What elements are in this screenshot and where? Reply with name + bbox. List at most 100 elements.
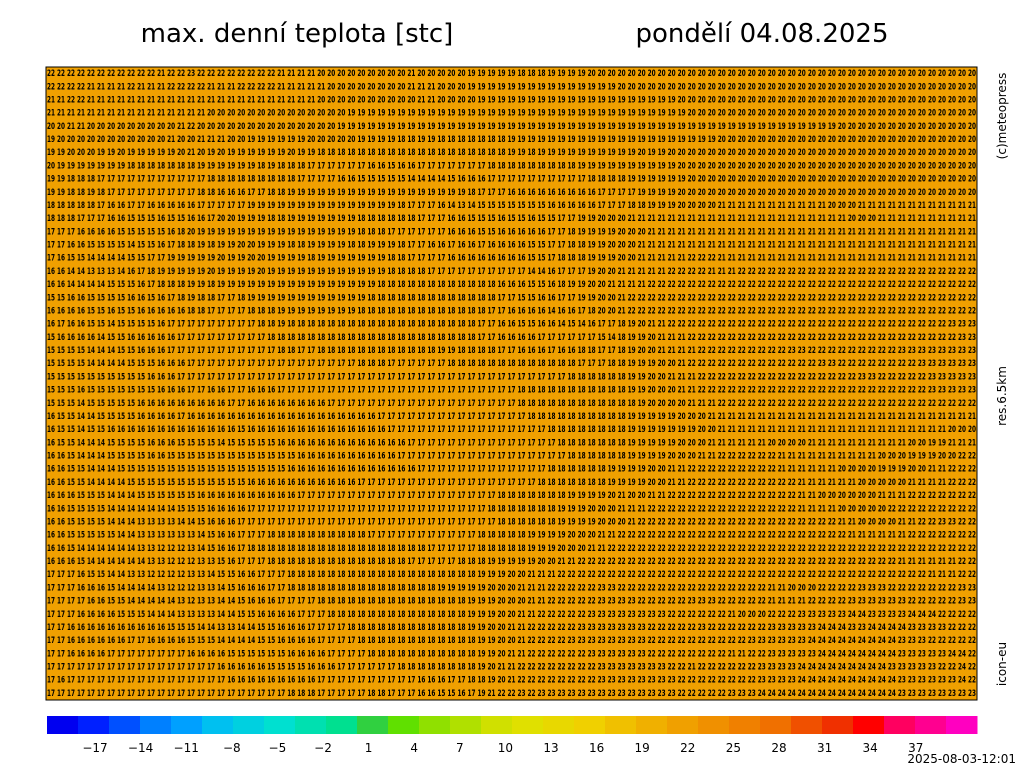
colorbar-label: −11 (174, 741, 199, 755)
temperature-row: 16 16 14 14 13 13 13 14 16 17 18 19 19 1… (47, 267, 976, 277)
colorbar-label: 13 (543, 741, 558, 755)
temperature-row: 16 15 15 14 14 14 15 15 15 15 16 16 16 1… (47, 438, 976, 448)
temperature-row: 16 16 16 15 15 15 14 14 14 15 15 15 15 1… (47, 491, 976, 501)
colorbar-swatch (822, 716, 854, 734)
temperature-row: 17 17 16 16 16 16 16 16 16 16 16 16 15 1… (47, 623, 976, 633)
temperature-row: 16 16 16 16 15 15 16 15 15 16 16 16 16 1… (47, 306, 976, 316)
temperature-row: 17 17 17 17 17 17 17 17 17 17 17 17 17 1… (47, 689, 976, 699)
temperature-row: 15 16 16 16 16 14 15 15 16 16 16 16 16 1… (47, 333, 976, 343)
temperature-row: 15 15 15 15 14 14 14 15 15 16 16 16 17 1… (47, 346, 976, 356)
colorbar: −17 −14 −11 −8 −5 −2 1 4 7 10 13 16 19 22 25 28 31 34 37 (47, 716, 978, 755)
temperature-row: 15 15 16 16 15 15 15 15 16 16 15 16 17 1… (47, 293, 976, 303)
temperature-row: 17 17 17 16 16 16 16 15 15 15 15 15 16 1… (47, 227, 976, 237)
map-date: pondělí 04.08.2025 (636, 19, 889, 49)
temperature-row: 16 16 15 14 14 14 15 15 15 15 16 16 15 1… (47, 452, 976, 462)
colorbar-swatch (915, 716, 947, 734)
colorbar-swatch (450, 716, 482, 734)
temperature-row: 15 15 15 15 14 14 14 14 15 15 15 16 16 1… (47, 359, 976, 369)
colorbar-label: −2 (314, 741, 332, 755)
map-background (46, 67, 977, 700)
colorbar-label: 25 (726, 741, 741, 755)
temperature-row: 17 17 16 16 16 16 17 17 17 17 17 17 17 1… (47, 649, 976, 659)
colorbar-label: 37 (908, 741, 923, 755)
temperature-row: 17 17 17 17 16 16 15 15 14 14 14 14 14 1… (47, 597, 976, 607)
model-name: icon-eu (995, 642, 1009, 686)
temperature-row: 22 22 22 22 21 21 21 21 22 21 21 21 22 2… (47, 82, 976, 92)
temperature-row: 16 17 16 16 15 15 14 15 15 15 15 16 17 1… (47, 320, 976, 330)
temperature-row: 16 16 15 14 14 14 14 14 14 13 13 12 12 1… (47, 544, 976, 554)
colorbar-swatch (543, 716, 575, 734)
colorbar-swatch (636, 716, 668, 734)
temperature-row: 16 16 15 15 15 15 15 14 14 13 13 13 13 1… (47, 531, 976, 541)
colorbar-swatch (357, 716, 389, 734)
map-area: 22 22 22 22 22 22 22 22 22 22 22 21 22 2… (45, 66, 978, 701)
temperature-row: 16 16 14 14 14 14 15 15 15 16 17 18 18 1… (47, 280, 976, 290)
temperature-row: 17 16 15 15 14 14 14 14 15 15 17 17 19 1… (47, 254, 976, 264)
colorbar-label: 7 (456, 741, 464, 755)
timestamp: 2025-08-03-12:01 (907, 752, 1016, 766)
temperature-row: 19 19 18 18 18 17 17 17 17 17 17 17 17 1… (47, 175, 976, 185)
colorbar-swatch (946, 716, 978, 734)
temperature-row: 17 17 17 16 15 15 14 14 13 13 12 12 12 1… (47, 570, 976, 580)
temperature-row: 17 17 16 16 16 16 16 16 17 17 16 16 16 1… (47, 636, 976, 646)
colorbar-label: 22 (680, 741, 695, 755)
colorbar-label: 4 (410, 741, 418, 755)
temperature-row: 16 16 15 15 15 15 14 14 14 13 13 13 13 1… (47, 517, 976, 527)
temperature-row: 17 17 16 16 15 15 15 15 14 15 15 16 17 1… (47, 241, 976, 251)
colorbar-swatch (419, 716, 451, 734)
colorbar-label: 31 (817, 741, 832, 755)
colorbar-label: −5 (269, 741, 287, 755)
copyright: (c)meteopress (995, 73, 1009, 160)
temperature-row: 15 15 15 14 15 15 15 15 15 16 16 16 16 1… (47, 399, 976, 409)
colorbar-swatch (78, 716, 110, 734)
colorbar-swatch (605, 716, 637, 734)
colorbar-label: 28 (771, 741, 786, 755)
temperature-row: 16 16 15 15 14 14 14 14 15 15 15 15 15 1… (47, 478, 976, 488)
temperature-row: 17 17 17 16 16 16 15 14 14 14 14 13 12 1… (47, 583, 976, 593)
resolution: res.6.5km (995, 366, 1009, 426)
map-title: max. denní teplota [stc] (141, 19, 454, 49)
temperature-row: 16 16 15 15 14 14 14 15 15 15 15 15 15 1… (47, 465, 976, 475)
colorbar-swatch (667, 716, 699, 734)
temperature-row: 21 21 22 22 21 21 21 21 21 21 21 21 21 2… (47, 95, 976, 105)
colorbar-swatch (884, 716, 916, 734)
colorbar-swatch (698, 716, 730, 734)
temperature-row: 19 20 20 20 20 20 20 20 20 20 20 20 21 2… (47, 135, 976, 145)
temperature-row: 18 18 18 18 18 17 16 16 17 17 16 16 16 1… (47, 201, 976, 211)
colorbar-label: 1 (365, 741, 373, 755)
colorbar-swatch (140, 716, 172, 734)
map-frame (45, 66, 978, 701)
temperature-row: 17 17 17 16 16 16 16 15 15 15 14 14 14 1… (47, 610, 976, 620)
colorbar-swatch (512, 716, 544, 734)
temperature-row: 18 18 18 17 17 17 16 16 15 15 15 16 15 1… (47, 214, 976, 224)
colorbar-swatch (729, 716, 761, 734)
temperature-row: 17 16 17 17 17 17 17 17 17 17 17 17 17 1… (47, 676, 976, 686)
colorbar-swatch (264, 716, 296, 734)
temperature-row: 16 15 15 14 15 15 16 16 16 16 16 16 16 1… (47, 425, 976, 435)
temperature-row: 17 17 17 17 17 17 17 17 17 17 17 17 17 1… (47, 663, 976, 673)
colorbar-swatch (481, 716, 513, 734)
colorbar-swatch (791, 716, 823, 734)
temperature-row: 20 19 19 19 19 19 19 19 18 18 18 18 18 1… (47, 161, 976, 171)
temperature-row: 16 15 15 14 14 15 15 15 15 16 16 16 16 1… (47, 412, 976, 422)
temperature-row: 15 15 15 16 15 15 15 15 15 15 15 16 16 1… (47, 386, 976, 396)
colorbar-label: 10 (498, 741, 513, 755)
temperature-row: 21 21 21 21 21 21 21 21 21 21 21 21 21 2… (47, 109, 976, 119)
colorbar-swatch (233, 716, 265, 734)
colorbar-swatch (171, 716, 203, 734)
temperature-row: 19 19 18 18 19 18 17 17 17 17 17 17 17 1… (47, 188, 976, 198)
colorbar-swatch (574, 716, 606, 734)
colorbar-swatch (326, 716, 358, 734)
colorbar-label: −17 (82, 741, 107, 755)
colorbar-label: 34 (863, 741, 878, 755)
colorbar-swatch (295, 716, 327, 734)
temperature-row: 20 20 21 21 20 20 20 20 20 20 20 20 20 2… (47, 122, 976, 132)
colorbar-swatch (47, 716, 79, 734)
colorbar-swatch (202, 716, 234, 734)
colorbar-swatch (853, 716, 885, 734)
colorbar-label: 19 (635, 741, 650, 755)
temperature-row: 16 16 15 15 15 15 14 14 14 14 14 14 14 1… (47, 504, 976, 514)
colorbar-label: −14 (128, 741, 153, 755)
temperature-row: 22 22 22 22 22 22 22 22 22 22 22 21 22 2… (47, 69, 976, 79)
